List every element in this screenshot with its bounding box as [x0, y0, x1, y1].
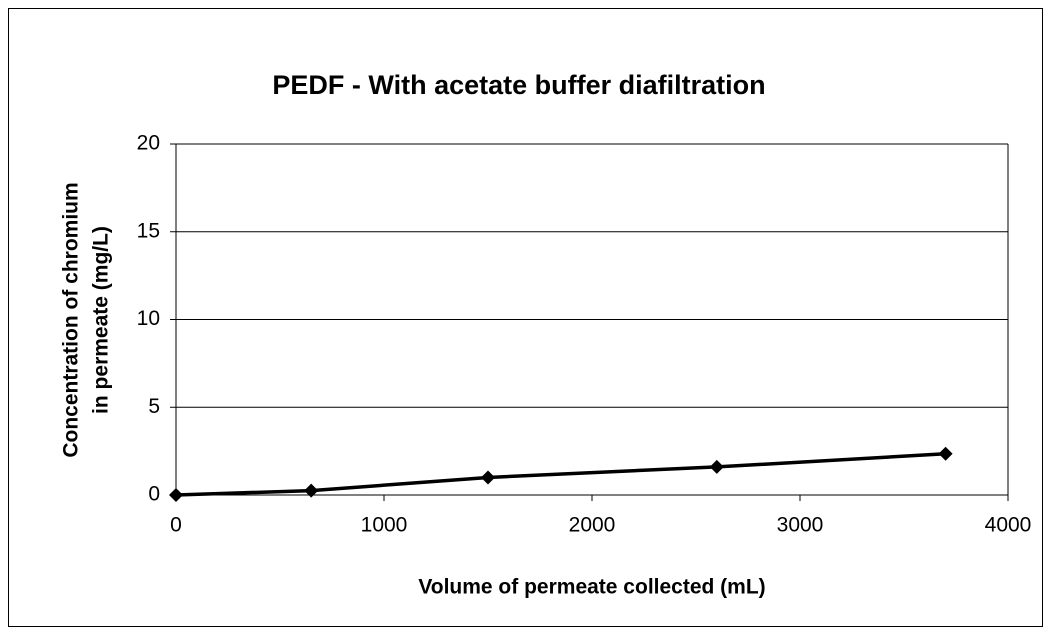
y-axis-title: Concentration of chromium [60, 182, 83, 457]
x-tick-label: 3000 [777, 514, 824, 537]
x-tick-label: 2000 [569, 514, 616, 537]
x-axis-title: Volume of permeate collected (mL) [418, 576, 765, 599]
y-axis-title: in permeate (mg/L) [90, 226, 113, 414]
x-tick-label: 4000 [985, 514, 1032, 537]
y-tick-label: 0 [148, 483, 160, 506]
chart-border [8, 8, 1043, 627]
x-tick-label: 1000 [361, 514, 408, 537]
y-tick-label: 5 [148, 395, 160, 418]
x-tick-label: 0 [170, 514, 182, 537]
y-tick-label: 10 [137, 307, 160, 330]
y-tick-label: 15 [137, 219, 160, 242]
data-marker [709, 459, 724, 474]
data-marker [481, 470, 495, 485]
data-marker [304, 483, 319, 498]
data-marker [938, 446, 953, 461]
chart-title: PEDF - With acetate buffer diafiltration [272, 70, 765, 100]
y-tick-label: 20 [137, 132, 160, 155]
data-marker [169, 488, 183, 502]
